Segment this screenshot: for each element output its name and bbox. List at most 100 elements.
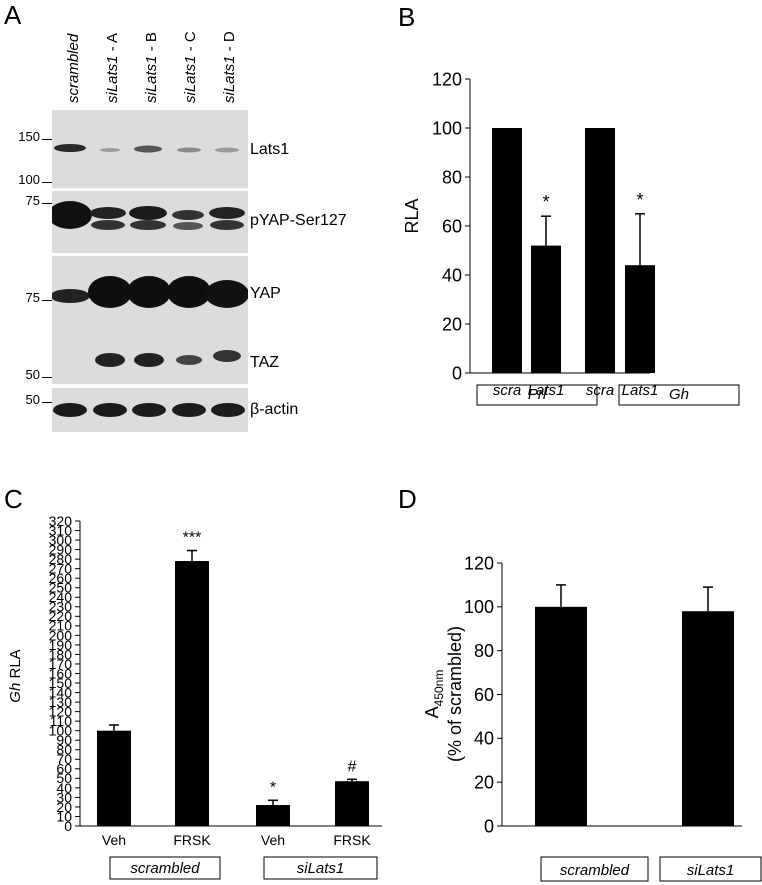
- group-label: Gh: [669, 386, 689, 403]
- y-tick-label: 200: [49, 627, 73, 643]
- y-tick-label: 170: [49, 656, 73, 672]
- y-tick-label: 80: [474, 641, 494, 661]
- bar: [682, 611, 734, 826]
- y-tick-label: 40: [56, 780, 72, 796]
- band: [172, 403, 206, 417]
- band: [209, 207, 245, 219]
- y-tick-label: 60: [474, 685, 494, 705]
- significance-marker: #: [348, 758, 357, 775]
- band: [129, 206, 167, 220]
- y-tick-label: 160: [49, 665, 73, 681]
- y-tick-label: 30: [56, 789, 72, 805]
- bar: [535, 606, 587, 826]
- y-tick-label: 0: [452, 363, 462, 383]
- band: [52, 289, 90, 303]
- band: [100, 148, 120, 152]
- x-category-label: FRSK: [173, 832, 211, 848]
- group-label: siLats1: [297, 860, 345, 877]
- y-tick-label: 270: [49, 561, 73, 577]
- significance-marker: *: [542, 192, 549, 212]
- y-tick-label: 220: [49, 608, 73, 624]
- band: [95, 353, 125, 367]
- x-category-label: Veh: [102, 832, 126, 848]
- pyap-bands: [52, 201, 245, 230]
- y-axis-label-line2: (% of scrambled): [445, 626, 465, 762]
- blot-yap-taz: [52, 256, 248, 384]
- y-axis-label: Gh RLA: [7, 649, 24, 702]
- group-label: Prl: [528, 386, 547, 403]
- y-tick-label: 80: [56, 742, 72, 758]
- y-tick-label: 120: [49, 704, 73, 720]
- group-box: [618, 384, 740, 406]
- blot-label-yap: YAP: [250, 285, 281, 302]
- lats1-bands: [54, 144, 239, 153]
- panel-letter-d: D: [398, 484, 417, 514]
- band: [132, 403, 166, 417]
- band: [211, 403, 245, 417]
- bar: [531, 245, 561, 373]
- panel-letter-c: C: [4, 484, 23, 514]
- y-axis-label-main: A: [422, 706, 442, 718]
- y-axis-label: RLA: [402, 198, 422, 233]
- blot-actin: [52, 388, 248, 432]
- y-tick-label: 320: [49, 513, 73, 529]
- mw-tick: [42, 377, 52, 378]
- y-tick-label: 10: [56, 808, 72, 824]
- y-tick-label: 60: [442, 216, 462, 236]
- y-tick-label: 240: [49, 589, 73, 605]
- y-tick-label: 110: [50, 713, 73, 729]
- y-tick-label: 260: [49, 570, 73, 586]
- blot-label-lats1: Lats1: [250, 141, 290, 158]
- band: [53, 403, 87, 417]
- mw-75: 75: [25, 193, 40, 208]
- y-tick-label: 20: [442, 314, 462, 334]
- mw-tick: [42, 203, 52, 204]
- group-box: [540, 856, 649, 882]
- y-tick-label: 190: [49, 637, 73, 653]
- blot-pyap: [52, 191, 248, 253]
- y-tick-label: 180: [49, 646, 73, 662]
- y-tick-label: 310: [49, 522, 73, 538]
- y-tick-label: 100: [49, 723, 73, 739]
- group-box: [476, 384, 598, 406]
- band: [210, 220, 244, 230]
- bar: [175, 561, 209, 826]
- y-tick-label: 280: [49, 551, 73, 567]
- mw-tick: [42, 300, 52, 301]
- y-tick-label: 100: [464, 597, 494, 617]
- band: [177, 147, 201, 153]
- bar: [256, 805, 290, 826]
- band: [172, 210, 204, 220]
- y-tick-label: 20: [474, 772, 494, 792]
- mw-100: 100: [18, 172, 40, 187]
- band: [91, 220, 125, 230]
- significance-marker: *: [270, 779, 276, 796]
- bar: [625, 265, 655, 373]
- blot-lats1: [52, 110, 248, 188]
- blot-label-actin: β-actin: [250, 401, 299, 418]
- y-tick-label: 140: [49, 684, 73, 700]
- y-tick-label: 60: [56, 761, 72, 777]
- y-tick-label: 120: [464, 553, 494, 573]
- mw-tick: [42, 182, 52, 183]
- band: [173, 222, 203, 230]
- y-tick-label: 90: [56, 732, 72, 748]
- actin-bands: [53, 403, 245, 417]
- band: [90, 207, 126, 219]
- y-tick-label: 150: [49, 675, 73, 691]
- band: [134, 353, 164, 367]
- y-axis-label-gene: Gh: [7, 683, 24, 703]
- significance-marker: *: [636, 190, 643, 210]
- y-axis-label-subscript: 450nm: [432, 670, 446, 707]
- x-category-label: Lats1: [528, 382, 565, 399]
- band: [134, 145, 162, 153]
- y-tick-label: 100: [432, 118, 462, 138]
- mw-150: 150: [18, 129, 40, 144]
- y-tick-label: 250: [49, 580, 73, 596]
- y-tick-label: 300: [49, 532, 73, 548]
- panel-letter-a: A: [4, 0, 22, 30]
- y-tick-label: 40: [442, 265, 462, 285]
- y-tick-label: 0: [484, 816, 494, 836]
- bar: [585, 128, 615, 373]
